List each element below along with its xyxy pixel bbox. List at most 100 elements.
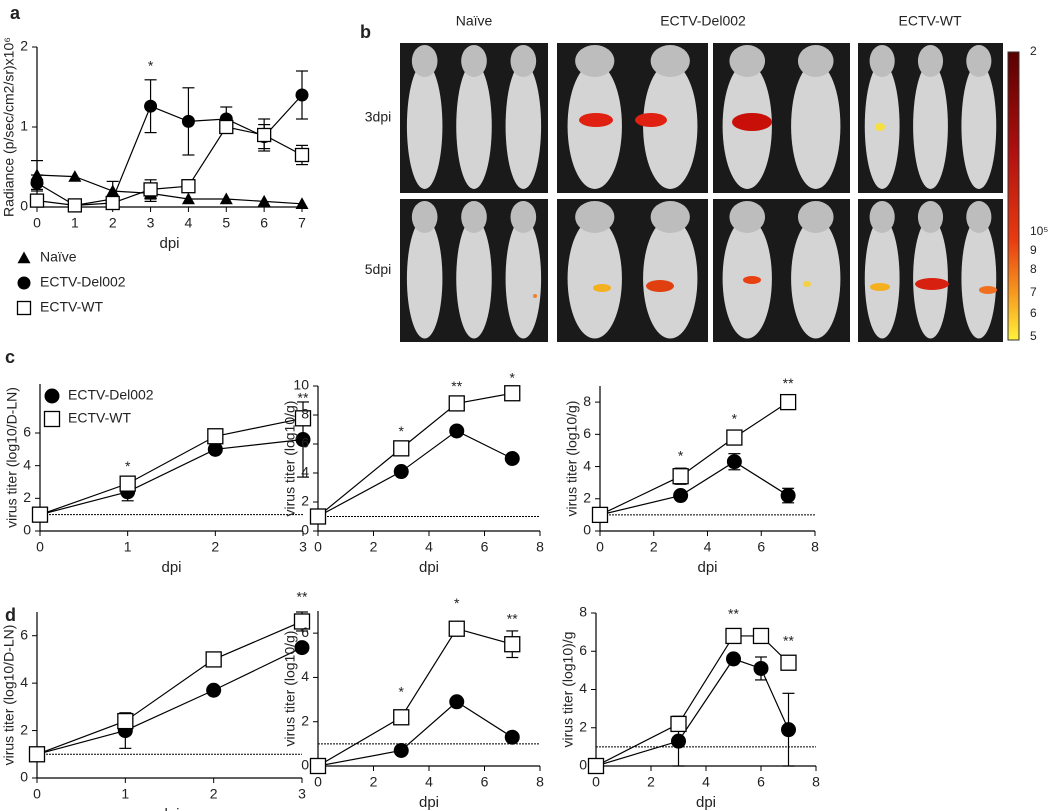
series-line xyxy=(36,94,303,207)
mouse xyxy=(643,63,698,189)
marker xyxy=(670,715,687,733)
x-axis-title: dpi xyxy=(159,235,179,252)
x-tick-label: 4 xyxy=(702,774,710,790)
x-tick-label: 8 xyxy=(536,539,544,555)
mouse xyxy=(406,63,443,189)
signal xyxy=(646,280,674,292)
marker xyxy=(726,651,741,667)
series-line xyxy=(317,701,513,767)
series-line xyxy=(317,628,513,767)
marker xyxy=(181,192,195,205)
significance: ** xyxy=(783,632,794,648)
row-label: 5dpi xyxy=(365,261,391,277)
mouse-head xyxy=(575,45,615,77)
y-tick-label: 0 xyxy=(579,757,587,773)
panel-label: d xyxy=(5,605,16,625)
x-tick-label: 3 xyxy=(299,539,307,555)
colorbar-label: 10⁵ xyxy=(1030,224,1048,238)
mouse-head xyxy=(461,201,487,233)
marker xyxy=(393,464,409,480)
marker xyxy=(673,488,689,504)
x-tick-label: 2 xyxy=(210,786,218,802)
y-tick-label: 6 xyxy=(583,425,591,441)
y-tick-label: 4 xyxy=(301,668,309,684)
mouse xyxy=(961,63,997,189)
row-label: 3dpi xyxy=(365,109,391,125)
legend-marker xyxy=(43,410,61,428)
series-line xyxy=(36,647,303,755)
x-tick-label: 6 xyxy=(260,215,268,231)
significance: * xyxy=(454,595,460,611)
marker xyxy=(119,475,136,492)
y-tick-label: 2 xyxy=(20,38,28,54)
mouse-head xyxy=(650,45,690,77)
x-tick-label: 2 xyxy=(370,774,378,790)
significance: ** xyxy=(507,611,518,627)
x-axis-title: dpi xyxy=(696,794,716,811)
marker xyxy=(105,195,120,211)
y-tick-label: 2 xyxy=(20,721,28,737)
chart: 0 2 4 6 8 0 2 4 6 8 dpi virus titer (log10)/g ** ** xyxy=(560,604,820,811)
y-tick-label: 1 xyxy=(20,118,28,134)
x-axis-title: dpi xyxy=(419,794,439,811)
mouse xyxy=(456,63,492,189)
colorbar-label: 7 xyxy=(1030,285,1037,299)
y-tick-label: 4 xyxy=(579,680,587,696)
legend-marker xyxy=(44,388,60,404)
mouse-head xyxy=(729,201,766,233)
chart: a 0 1 2 3 4 5 6 7 0 1 2 dpi Radiance (p/sec/cm2/sr)x1… xyxy=(1,3,310,316)
x-tick-label: 0 xyxy=(36,539,44,555)
x-tick-label: 8 xyxy=(536,774,544,790)
y-tick-label: 2 xyxy=(583,489,591,505)
significance: ** xyxy=(298,389,309,405)
mouse xyxy=(456,218,492,339)
panel-label: b xyxy=(360,22,371,42)
y-tick-label: 6 xyxy=(579,642,587,658)
mouse xyxy=(961,218,997,339)
significance: * xyxy=(732,411,738,427)
y-tick-label: 8 xyxy=(301,406,309,422)
marker xyxy=(144,99,158,113)
marker xyxy=(309,757,327,775)
colorbar xyxy=(1007,51,1020,341)
mouse xyxy=(505,218,542,339)
y-tick-label: 4 xyxy=(583,457,591,473)
y-tick-label: 0 xyxy=(301,522,309,538)
marker xyxy=(30,168,44,181)
legend-marker xyxy=(17,276,31,290)
y-tick-label: 6 xyxy=(23,424,31,440)
mouse-head xyxy=(966,45,992,77)
x-tick-label: 0 xyxy=(314,774,322,790)
marker xyxy=(295,88,309,102)
x-tick-label: 8 xyxy=(812,774,820,790)
y-tick-label: 10 xyxy=(293,377,309,393)
legend-label: ECTV-WT xyxy=(68,410,131,426)
significance: * xyxy=(510,369,516,385)
y-axis-title: virus titer (log10/g) xyxy=(282,631,298,747)
signal xyxy=(979,286,997,294)
significance: * xyxy=(148,58,154,74)
mouse xyxy=(864,218,900,339)
marker xyxy=(504,451,520,466)
y-tick-label: 4 xyxy=(23,456,31,472)
significance: * xyxy=(399,423,405,439)
significance: ** xyxy=(451,378,462,394)
marker xyxy=(205,651,222,668)
mouse xyxy=(791,218,841,339)
x-tick-label: 6 xyxy=(481,774,489,790)
marker xyxy=(181,114,195,128)
column-header: ECTV-Del002 xyxy=(660,13,746,29)
x-tick-label: 4 xyxy=(425,774,433,790)
x-tick-label: 7 xyxy=(298,215,306,231)
x-tick-label: 5 xyxy=(222,215,230,231)
marker xyxy=(143,182,158,197)
marker xyxy=(591,506,609,524)
legend-label: ECTV-WT xyxy=(40,299,103,315)
column-header: Naïve xyxy=(456,13,493,29)
mouse-head xyxy=(510,201,537,233)
marker xyxy=(504,385,521,402)
significance: ** xyxy=(728,606,739,622)
